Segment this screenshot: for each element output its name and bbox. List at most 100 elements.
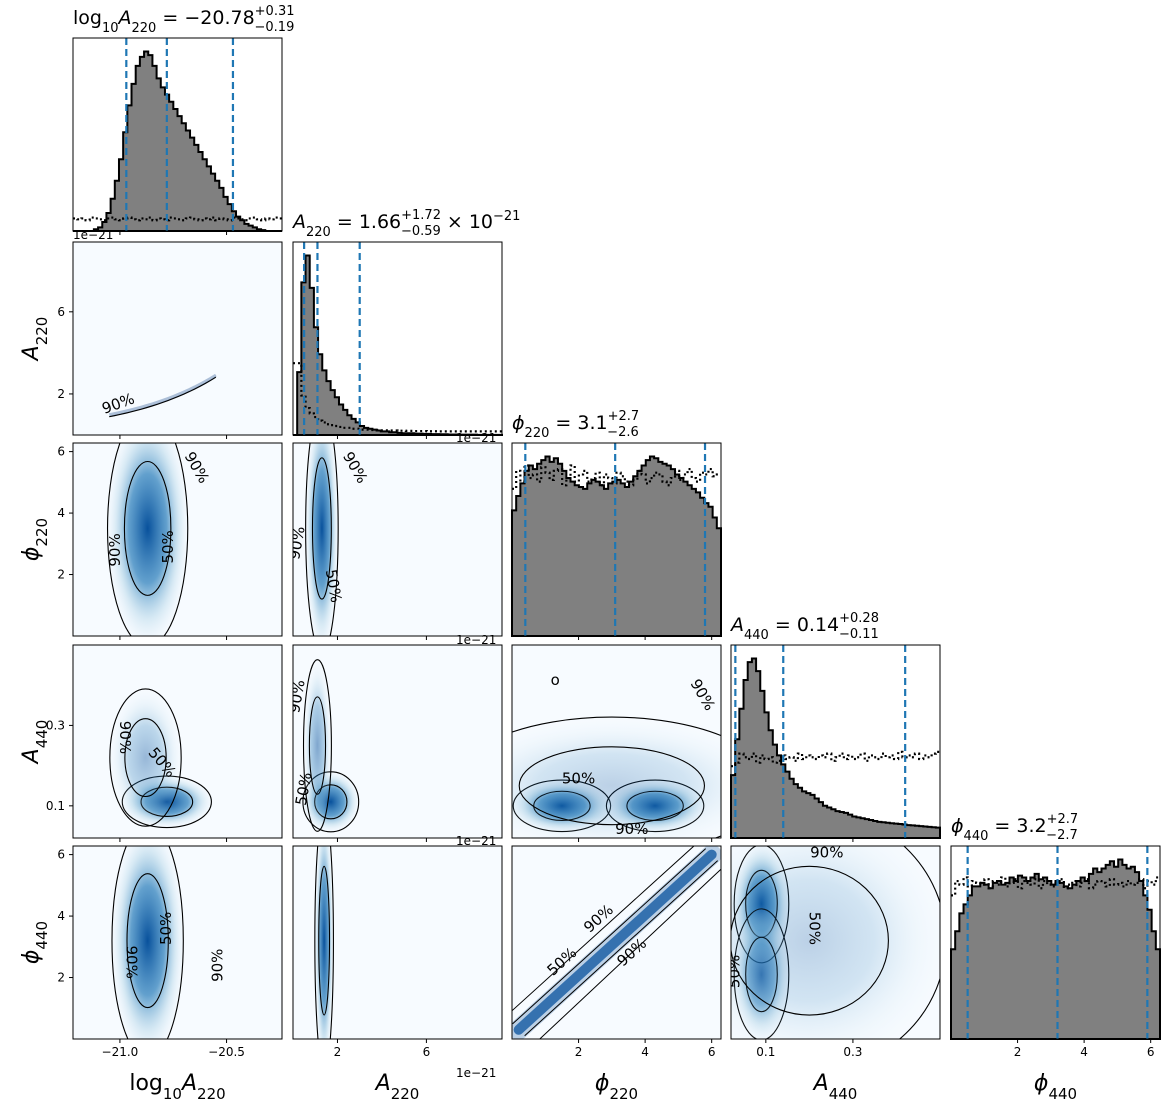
contour-50 [308,696,327,795]
contour-90 [106,443,189,636]
contour-label: 50% [322,568,346,604]
x-tick-label: 4 [1080,1045,1088,1059]
hist-frame [72,37,283,232]
panel-frame [72,845,283,1040]
y-tick-label: 2 [57,568,65,582]
x-tick-label: 6 [1147,1045,1155,1059]
contour-label: o [551,671,560,689]
contour-label: 90% [116,721,134,754]
offset-text: 1e−21 [456,1066,496,1080]
scatter-panel-logA220-A440: 90%50%0.10.3 [46,644,283,842]
contour-label: 50% [157,912,175,945]
y-axis-label-A220: A220 [19,317,51,363]
y-tick-label: 6 [57,305,65,319]
hist-frame [511,442,722,637]
x-tick-label: 6 [423,1045,431,1059]
contour-line [539,868,721,1039]
scatter-panel-logA220-phi220: 90%90% 50%246 [57,442,283,640]
hist-title-A220: A220 = 1.66+1.72 −0.59 × 10−21 [291,208,520,240]
density-blob [731,846,940,1039]
contour-90 [314,846,334,1039]
x-tick-label: 6 [708,1045,716,1059]
contour-50 [123,460,172,596]
x-tick-label: 2 [575,1045,583,1059]
panel-frame [292,845,503,1040]
x-tick-label: 4 [641,1045,649,1059]
density-blob [512,714,721,838]
hist-frame [950,845,1161,1040]
contour-label: 50% [292,771,316,807]
y-tick-label: 6 [57,848,65,862]
density-blob [107,686,184,829]
histogram-phi220 [511,442,722,640]
panel-frame [72,442,283,637]
density-core [513,849,717,1035]
x-axis-label-A440: A440 [812,1071,858,1103]
x-axis-label-A220: A220 [374,1071,420,1103]
contour-50 [731,865,889,1016]
hist-title-phi220: ϕ220 = 3.1+2.7 −2.6 [512,409,639,441]
x-tick-label: 0.1 [756,1045,775,1059]
contour-label: 90% [122,945,140,978]
scatter-panel-A220-phi220: 90%90%50% [292,442,503,640]
hist-frame [292,241,503,436]
prior-histogram [293,362,502,433]
y-axis-label-phi440: ϕ440 [19,921,51,964]
panel-frame [511,644,722,839]
density-blob [105,443,190,636]
panel-frame [292,442,503,637]
text-layer: log10A220 = −20.78+0.31 −0.19 A220 = 1.66+… [19,4,1078,1103]
contour-90 [111,846,184,1039]
x-tick-label: 0.3 [843,1045,862,1059]
x-tick-label: 2 [334,1045,342,1059]
panel-frame [511,845,722,1040]
contour-label: 90% [106,533,124,566]
y-tick-label: 2 [57,971,65,985]
scatter-panel-phi220-phi440: 90%50% 90%2 4 6 [511,845,722,1059]
density-ridge [108,373,217,417]
contour-label: 50% [726,955,744,988]
contour-90 [305,443,339,636]
contour-label: 50% [562,770,595,788]
prior-histogram [73,216,282,222]
contour-90 [512,716,721,838]
hist-title-phi440: ϕ440 = 3.2+2.7 −2.7 [951,812,1078,844]
y-tick-label: 4 [57,506,65,520]
x-axis-label-phi220: ϕ220 [595,1071,638,1103]
y-tick-label: 6 [57,445,65,459]
posterior-histogram [511,455,722,637]
density-blob [304,443,340,636]
density-blob [314,846,334,1039]
contour-50 [124,718,167,798]
offset-text: 1e−21 [456,834,496,848]
x-tick-label: −20.5 [208,1045,245,1059]
panel-background [73,242,282,435]
panel-frame [730,845,941,1040]
y-tick-label: 2 [57,387,65,401]
x-tick-label: −21.0 [102,1045,139,1059]
contour-line [524,860,719,1037]
contour-label: 50% [805,912,823,945]
y-tick-label: 0.1 [46,799,65,813]
hist-frame [730,644,941,839]
density-blob [302,657,333,834]
histogram-A440 [730,644,941,842]
y-tick-label: 4 [57,909,65,923]
contour-label: 90% [810,844,843,862]
contour-label: 50% [159,530,177,563]
y-axis-label-A440: A440 [19,720,51,766]
contour-90 [302,659,332,832]
contour-50 [518,746,706,826]
panel-frame [292,644,503,839]
contour-line [512,846,695,1012]
prior-histogram [512,464,721,490]
contour-label: 90% [615,820,648,838]
histogram-logA220 [72,37,283,235]
posterior-histogram [293,254,503,436]
contour-50 [126,873,169,1009]
posterior-histogram [950,858,1161,1040]
x-tick-label: 2 [1014,1045,1022,1059]
